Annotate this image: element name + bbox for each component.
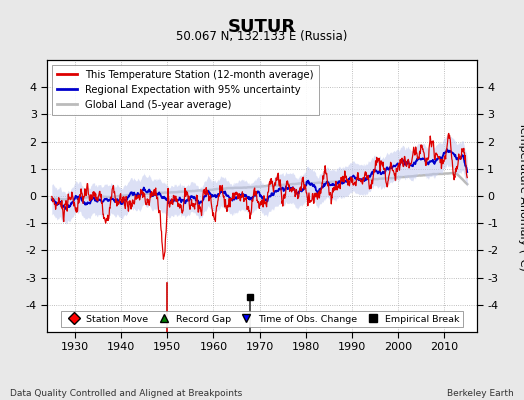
- Text: SUTUR: SUTUR: [228, 18, 296, 36]
- Text: Data Quality Controlled and Aligned at Breakpoints: Data Quality Controlled and Aligned at B…: [10, 389, 243, 398]
- Legend: Station Move, Record Gap, Time of Obs. Change, Empirical Break: Station Move, Record Gap, Time of Obs. C…: [61, 311, 463, 327]
- Y-axis label: Temperature Anomaly (°C): Temperature Anomaly (°C): [518, 122, 524, 270]
- Text: 50.067 N, 132.133 E (Russia): 50.067 N, 132.133 E (Russia): [176, 30, 348, 43]
- Text: Berkeley Earth: Berkeley Earth: [447, 389, 514, 398]
